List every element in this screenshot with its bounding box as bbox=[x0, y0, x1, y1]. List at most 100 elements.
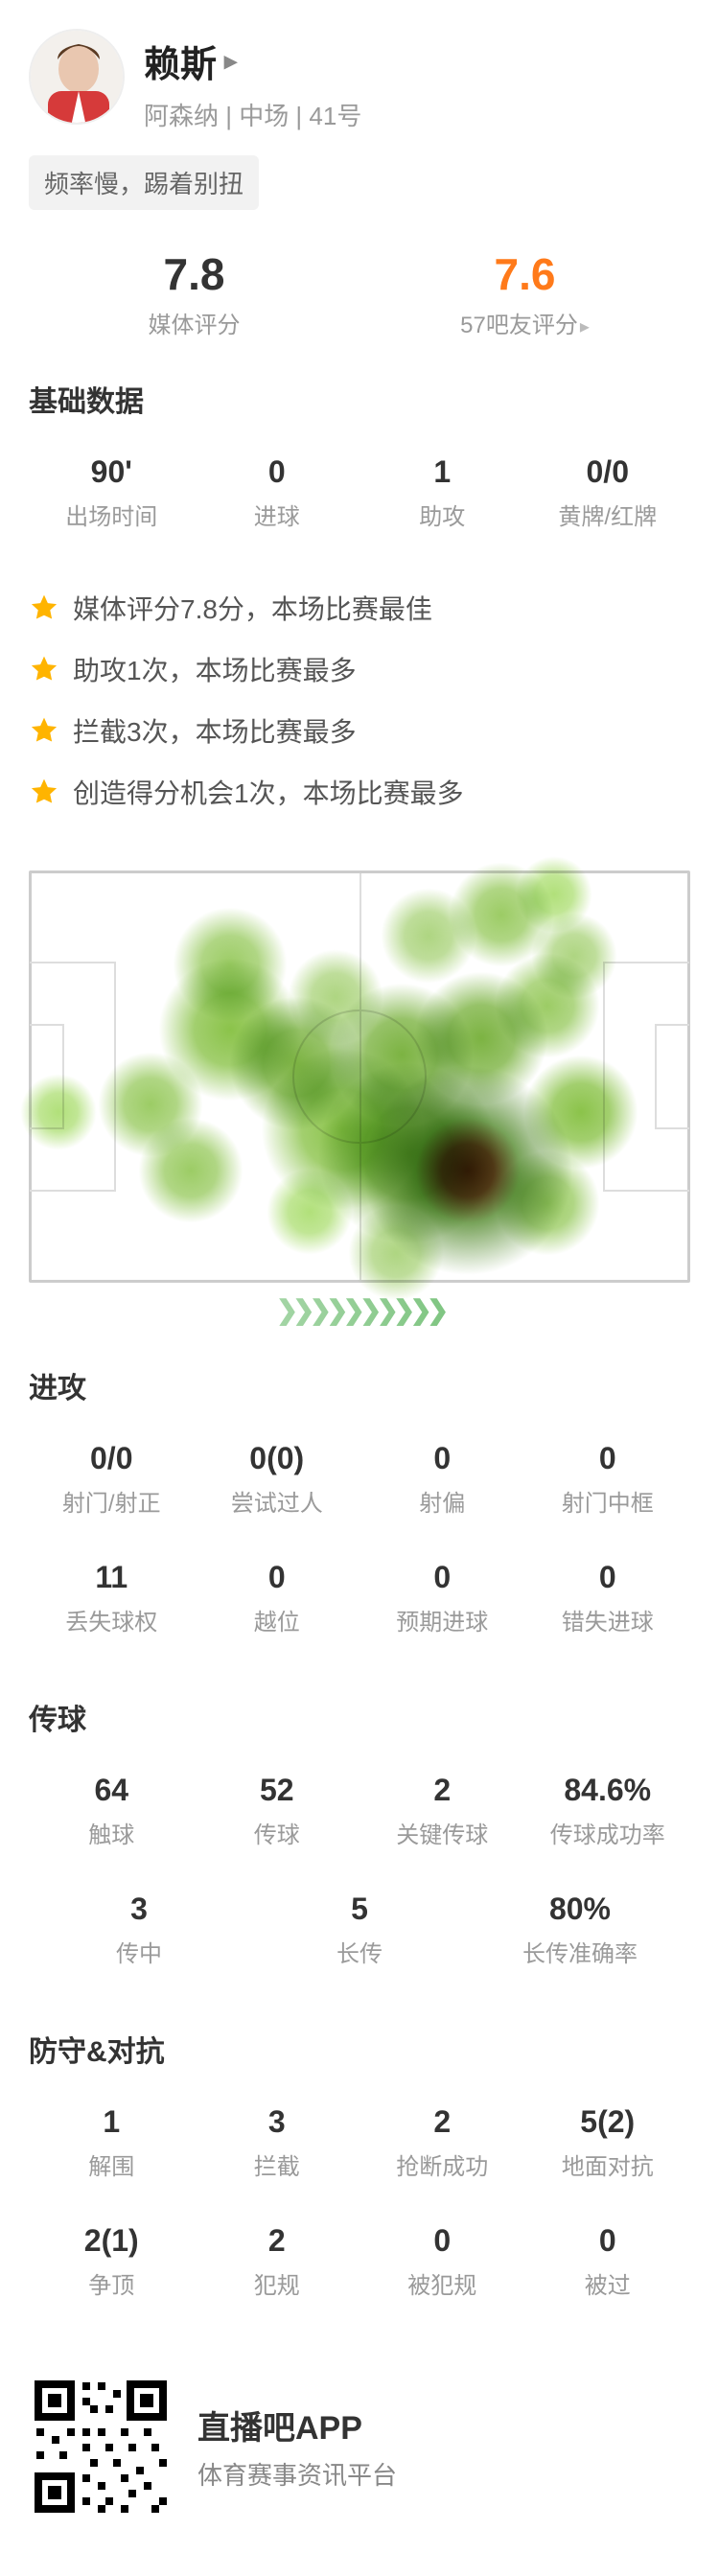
highlight-item: 拦截3次，本场比赛最多 bbox=[29, 700, 690, 761]
stat-label: 出场时间 bbox=[33, 498, 191, 531]
heatmap-blob bbox=[267, 1169, 353, 1255]
stat-cell: 84.6% 传球成功率 bbox=[525, 1752, 691, 1870]
star-icon bbox=[29, 715, 59, 746]
stat-cell: 0/0 射门/射正 bbox=[29, 1420, 195, 1539]
highlights-list: 媒体评分7.8分，本场比赛最佳助攻1次，本场比赛最多拦截3次，本场比赛最多创造得… bbox=[29, 577, 690, 823]
heatmap-blob bbox=[495, 953, 600, 1058]
stat-label: 进球 bbox=[198, 498, 357, 531]
basic-stats-grid: 90' 出场时间0 进球1助攻0/0黄牌/红牌 bbox=[29, 433, 690, 552]
stat-cell: 3传中 bbox=[29, 1870, 249, 1989]
stat-value: 80% bbox=[474, 1891, 686, 1927]
stat-label: 抢断成功 bbox=[363, 2147, 522, 2181]
stat-cell: 2关键传球 bbox=[360, 1752, 525, 1870]
app-footer: 直播吧APP 体育赛事资讯平台 bbox=[0, 2340, 719, 2576]
stat-label: 射门中框 bbox=[529, 1484, 687, 1518]
stat-value: 52 bbox=[198, 1773, 357, 1808]
heatmap-section: ❯❯❯❯❯❯❯❯❯❯ bbox=[29, 870, 690, 1326]
stat-label: 长传 bbox=[253, 1935, 466, 1968]
highlight-text: 创造得分机会1次，本场比赛最多 bbox=[73, 773, 464, 811]
stat-label: 传球 bbox=[198, 1816, 357, 1849]
stat-cell: 0 射门中框 bbox=[525, 1420, 691, 1539]
highlight-item: 助攻1次，本场比赛最多 bbox=[29, 638, 690, 700]
stat-label: 射门/射正 bbox=[33, 1484, 191, 1518]
stat-value: 0 bbox=[529, 1441, 687, 1476]
stat-value: 11 bbox=[33, 1560, 191, 1595]
star-icon bbox=[29, 654, 59, 685]
stat-value: 5 bbox=[253, 1891, 466, 1927]
stat-cell: 11 丢失球权 bbox=[29, 1539, 195, 1658]
stat-cell: 2犯规 bbox=[195, 2202, 360, 2321]
stat-label: 解围 bbox=[33, 2147, 191, 2181]
attack-stats-grid: 0/0射门/射正0(0)尝试过人0射偏0射门中框11丢失球权0越位0预期进球0错… bbox=[29, 1420, 690, 1658]
stat-label: 丢失球权 bbox=[33, 1603, 191, 1636]
stat-label: 长传准确率 bbox=[474, 1935, 686, 1968]
stat-cell: 1解围 bbox=[29, 2083, 195, 2202]
stat-label: 错失进球 bbox=[529, 1603, 687, 1636]
stat-cell: 0(0)尝试过人 bbox=[195, 1420, 360, 1539]
stat-label: 越位 bbox=[198, 1603, 357, 1636]
stat-cell: 1助攻 bbox=[360, 433, 525, 552]
direction-arrows-icon: ❯❯❯❯❯❯❯❯❯❯ bbox=[29, 1294, 690, 1326]
highlight-text: 媒体评分7.8分，本场比赛最佳 bbox=[73, 589, 432, 627]
stat-cell: 52 传球 bbox=[195, 1752, 360, 1870]
heatmap-blob bbox=[348, 1205, 444, 1301]
stat-cell: 0被过 bbox=[525, 2202, 691, 2321]
stat-value: 0 bbox=[363, 2223, 522, 2259]
player-meta: 阿森纳 | 中场 | 41号 bbox=[144, 97, 690, 132]
stat-label: 拦截 bbox=[198, 2147, 357, 2181]
heatmap-pitch bbox=[29, 870, 690, 1283]
ratings-row: 7.8 媒体评分 7.6 57吧友评分▸ bbox=[29, 248, 690, 339]
stat-cell: 0越位 bbox=[195, 1539, 360, 1658]
stat-value: 0 bbox=[198, 454, 357, 490]
stat-value: 90' bbox=[33, 454, 191, 490]
stat-cell: 64 触球 bbox=[29, 1752, 195, 1870]
heatmap-blob bbox=[414, 971, 548, 1105]
section-title-attack: 进攻 bbox=[29, 1364, 690, 1406]
heatmap-blob bbox=[381, 888, 476, 984]
stat-label: 地面对抗 bbox=[529, 2147, 687, 2181]
stat-label: 黄牌/红牌 bbox=[529, 498, 687, 531]
heatmap-blob bbox=[173, 907, 288, 1022]
stat-value: 84.6% bbox=[529, 1773, 687, 1808]
player-avatar[interactable] bbox=[29, 29, 125, 125]
rating-fan[interactable]: 7.6 57吧友评分▸ bbox=[360, 248, 690, 339]
defense-stats-grid: 1解围3 拦截2抢断成功5(2) 地面对抗 2(1)争顶2犯规0 被犯规0被过 bbox=[29, 2083, 690, 2321]
stat-cell: 2抢断成功 bbox=[360, 2083, 525, 2202]
stat-cell: 0 进球 bbox=[195, 433, 360, 552]
section-title-passing: 传球 bbox=[29, 1696, 690, 1738]
stat-value: 0 bbox=[363, 1560, 522, 1595]
rating-media: 7.8 媒体评分 bbox=[29, 248, 360, 339]
stat-value: 3 bbox=[198, 2104, 357, 2140]
heatmap-blob bbox=[138, 1118, 244, 1223]
chevron-right-icon: ▸ bbox=[580, 316, 590, 337]
stat-label: 犯规 bbox=[198, 2266, 357, 2300]
stat-label: 传球成功率 bbox=[529, 1816, 687, 1849]
stat-cell: 0 被犯规 bbox=[360, 2202, 525, 2321]
stat-label: 关键传球 bbox=[363, 1816, 522, 1849]
stat-value: 5(2) bbox=[529, 2104, 687, 2140]
passing-stats-grid-1: 64 触球52 传球2关键传球84.6% 传球成功率 bbox=[29, 1752, 690, 1870]
heatmap-blob bbox=[158, 958, 302, 1102]
section-title-defense: 防守&对抗 bbox=[29, 2028, 690, 2070]
stat-cell: 0/0黄牌/红牌 bbox=[525, 433, 691, 552]
stat-cell: 80% 长传准确率 bbox=[470, 1870, 690, 1989]
stat-cell: 3 拦截 bbox=[195, 2083, 360, 2202]
stat-cell: 2(1)争顶 bbox=[29, 2202, 195, 2321]
heatmap-blob bbox=[415, 1118, 521, 1223]
star-icon bbox=[29, 777, 59, 807]
player-name-row[interactable]: 赖斯 ▸ bbox=[144, 35, 690, 87]
player-name: 赖斯 bbox=[144, 35, 217, 87]
stat-value: 64 bbox=[33, 1773, 191, 1808]
rating-media-label: 媒体评分 bbox=[29, 306, 360, 339]
stat-label: 尝试过人 bbox=[198, 1484, 357, 1518]
stat-label: 被犯规 bbox=[363, 2266, 522, 2300]
stat-cell: 0错失进球 bbox=[525, 1539, 691, 1658]
stat-cell: 0预期进球 bbox=[360, 1539, 525, 1658]
heatmap-blob bbox=[495, 1150, 600, 1256]
passing-stats-grid-2: 3传中5 长传80% 长传准确率 bbox=[29, 1870, 690, 1989]
stat-label: 触球 bbox=[33, 1816, 191, 1849]
stat-cell: 90' 出场时间 bbox=[29, 433, 195, 552]
stat-value: 0/0 bbox=[33, 1441, 191, 1476]
stat-label: 射偏 bbox=[363, 1484, 522, 1518]
rating-fan-label: 57吧友评分▸ bbox=[360, 306, 690, 339]
